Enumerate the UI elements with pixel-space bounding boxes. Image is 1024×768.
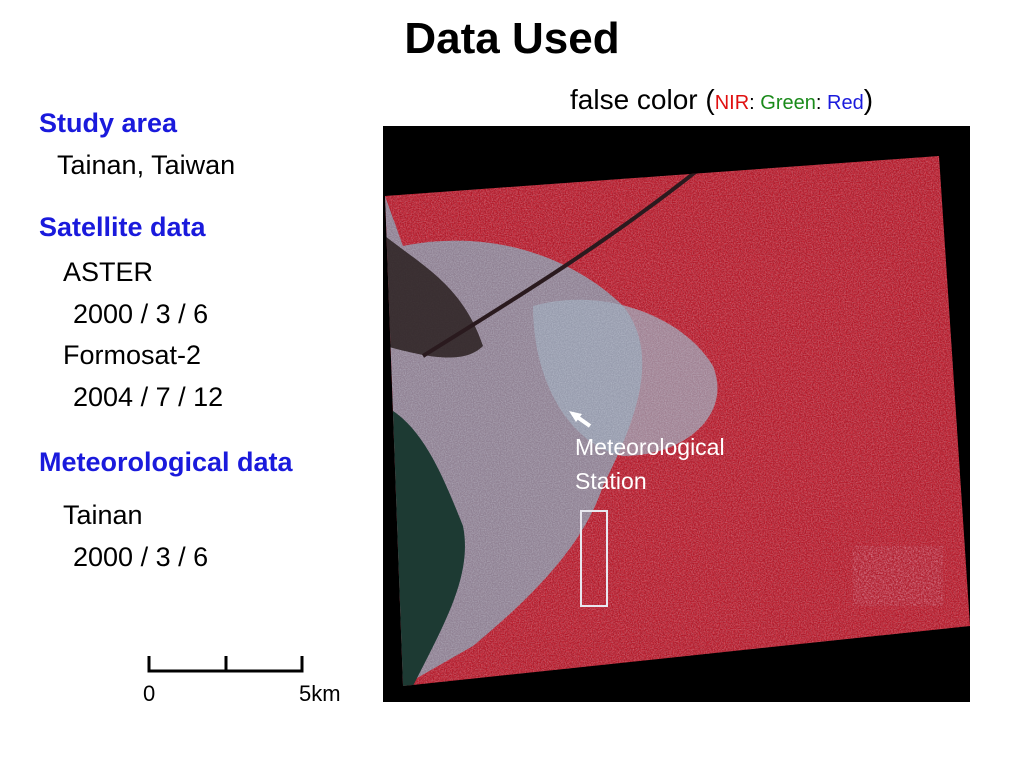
satellite-name-formosat: Formosat-2: [63, 340, 202, 370]
station-label-line1: Meteorological: [575, 434, 725, 460]
meteorological-station-name: Tainan: [63, 500, 143, 530]
study-area-value: Tainan, Taiwan: [57, 150, 236, 180]
satellite-data-heading: Satellite data: [39, 212, 206, 242]
meteorological-data-heading: Meteorological data: [39, 447, 293, 477]
coastal-water: [385, 406, 465, 686]
satellite-date-aster: 2000 / 3 / 6: [73, 299, 209, 329]
airport-runway: [580, 510, 608, 607]
station-label-line2: Station: [575, 468, 647, 494]
caption-red: Red: [827, 92, 864, 114]
satellite-image: [383, 126, 970, 702]
caption-nir: NIR: [714, 92, 750, 114]
station-arrow-head: [569, 411, 582, 422]
false-color-caption: false color (NIR: Green: Red): [570, 84, 873, 116]
satellite-date-formosat: 2004 / 7 / 12: [73, 382, 224, 412]
caption-sep2: :: [815, 92, 828, 114]
river: [421, 164, 705, 358]
meteorological-date: 2000 / 3 / 6: [73, 542, 209, 572]
dark-fields: [385, 236, 483, 358]
meteorological-station-label: Meteorological Station: [575, 430, 725, 498]
satellite-image-svg: [383, 126, 970, 702]
scale-end-label: 5km: [299, 681, 341, 706]
satellite-name-aster: ASTER: [63, 257, 154, 287]
caption-sep1: :: [749, 92, 761, 114]
fields-patch: [853, 546, 943, 606]
page-title: Data Used: [404, 14, 620, 63]
scale-bar: [147, 656, 304, 673]
caption-suffix: ): [863, 84, 874, 115]
study-area-heading: Study area: [39, 108, 178, 138]
scale-start-label: 0: [143, 681, 156, 706]
caption-green: Green: [760, 92, 816, 114]
caption-prefix: false color (: [570, 84, 715, 115]
